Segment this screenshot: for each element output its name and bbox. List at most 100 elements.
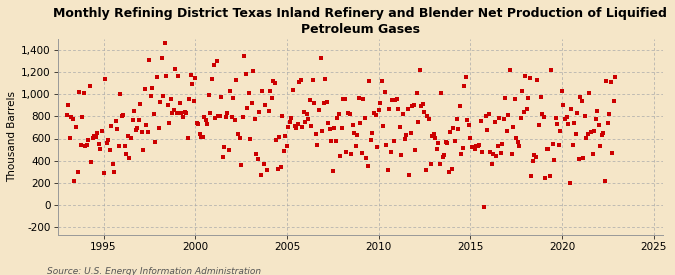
Point [254, 110, 265, 114]
Point [333, 112, 344, 117]
Point [474, 143, 485, 147]
Point [405, 131, 416, 135]
Point [425, 162, 436, 167]
Point [326, 139, 337, 143]
Point [158, 94, 169, 98]
Point [142, 130, 153, 134]
Point [280, 134, 291, 138]
Point [572, 111, 583, 115]
Point [141, 123, 152, 127]
Point [227, 115, 238, 119]
Point [560, 117, 570, 121]
Point [256, 172, 267, 177]
Point [543, 147, 554, 151]
Point [309, 101, 320, 105]
Point [469, 147, 480, 151]
Point [240, 72, 251, 76]
Point [408, 103, 419, 107]
Point [266, 96, 277, 101]
Point [236, 163, 246, 167]
Point [356, 151, 367, 155]
Point [518, 110, 529, 114]
Point [268, 78, 279, 83]
Point [164, 121, 175, 125]
Point [555, 129, 566, 133]
Point [476, 119, 487, 123]
Point [277, 114, 288, 118]
Point [396, 152, 407, 157]
Point [338, 97, 349, 101]
Point [443, 169, 454, 174]
Point [589, 128, 599, 133]
Point [471, 144, 482, 148]
Point [124, 156, 135, 161]
Point [69, 179, 80, 184]
Point [263, 109, 274, 113]
Point [468, 145, 479, 149]
Point [161, 73, 171, 78]
Point [575, 94, 586, 99]
Point [442, 141, 453, 145]
Point [586, 130, 597, 134]
Point [599, 178, 610, 183]
Point [450, 139, 460, 144]
Point [239, 54, 250, 59]
Point [550, 116, 561, 120]
Point [66, 115, 77, 120]
Point [315, 56, 326, 60]
Point [531, 154, 541, 159]
Point [514, 144, 524, 148]
Point [153, 126, 164, 131]
Point [605, 79, 616, 84]
Point [520, 73, 531, 78]
Point [532, 78, 543, 82]
Point [372, 145, 383, 149]
Point [332, 116, 343, 120]
Point [486, 161, 497, 166]
Point [598, 131, 609, 135]
Point [188, 99, 199, 103]
Point [243, 91, 254, 95]
Point [578, 156, 589, 160]
Point [129, 109, 140, 113]
Point [604, 111, 615, 116]
Point [521, 107, 532, 111]
Point [223, 148, 234, 152]
Point [115, 92, 126, 97]
Point [89, 134, 100, 138]
Point [402, 107, 413, 111]
Point [178, 115, 188, 120]
Point [274, 135, 285, 140]
Point [300, 120, 310, 124]
Point [97, 129, 107, 133]
Point [242, 106, 252, 110]
Point [185, 73, 196, 77]
Point [390, 98, 401, 103]
Point [541, 146, 552, 151]
Point [248, 69, 259, 74]
Point [106, 124, 117, 128]
Point [271, 137, 281, 142]
Point [581, 136, 592, 141]
Point [511, 136, 522, 141]
Point [401, 133, 412, 137]
Point [233, 132, 244, 136]
Point [80, 144, 90, 148]
Point [456, 152, 466, 156]
Point [497, 141, 508, 146]
Point [512, 139, 523, 144]
Point [260, 102, 271, 107]
Point [77, 114, 88, 119]
Point [483, 112, 494, 117]
Point [387, 98, 398, 102]
Point [359, 116, 370, 120]
Point [330, 139, 341, 144]
Point [373, 108, 384, 112]
Point [304, 98, 315, 102]
Point [349, 131, 360, 135]
Point [375, 101, 385, 106]
Point [193, 122, 204, 127]
Point [225, 89, 236, 94]
Point [369, 110, 379, 115]
Point [181, 111, 192, 116]
